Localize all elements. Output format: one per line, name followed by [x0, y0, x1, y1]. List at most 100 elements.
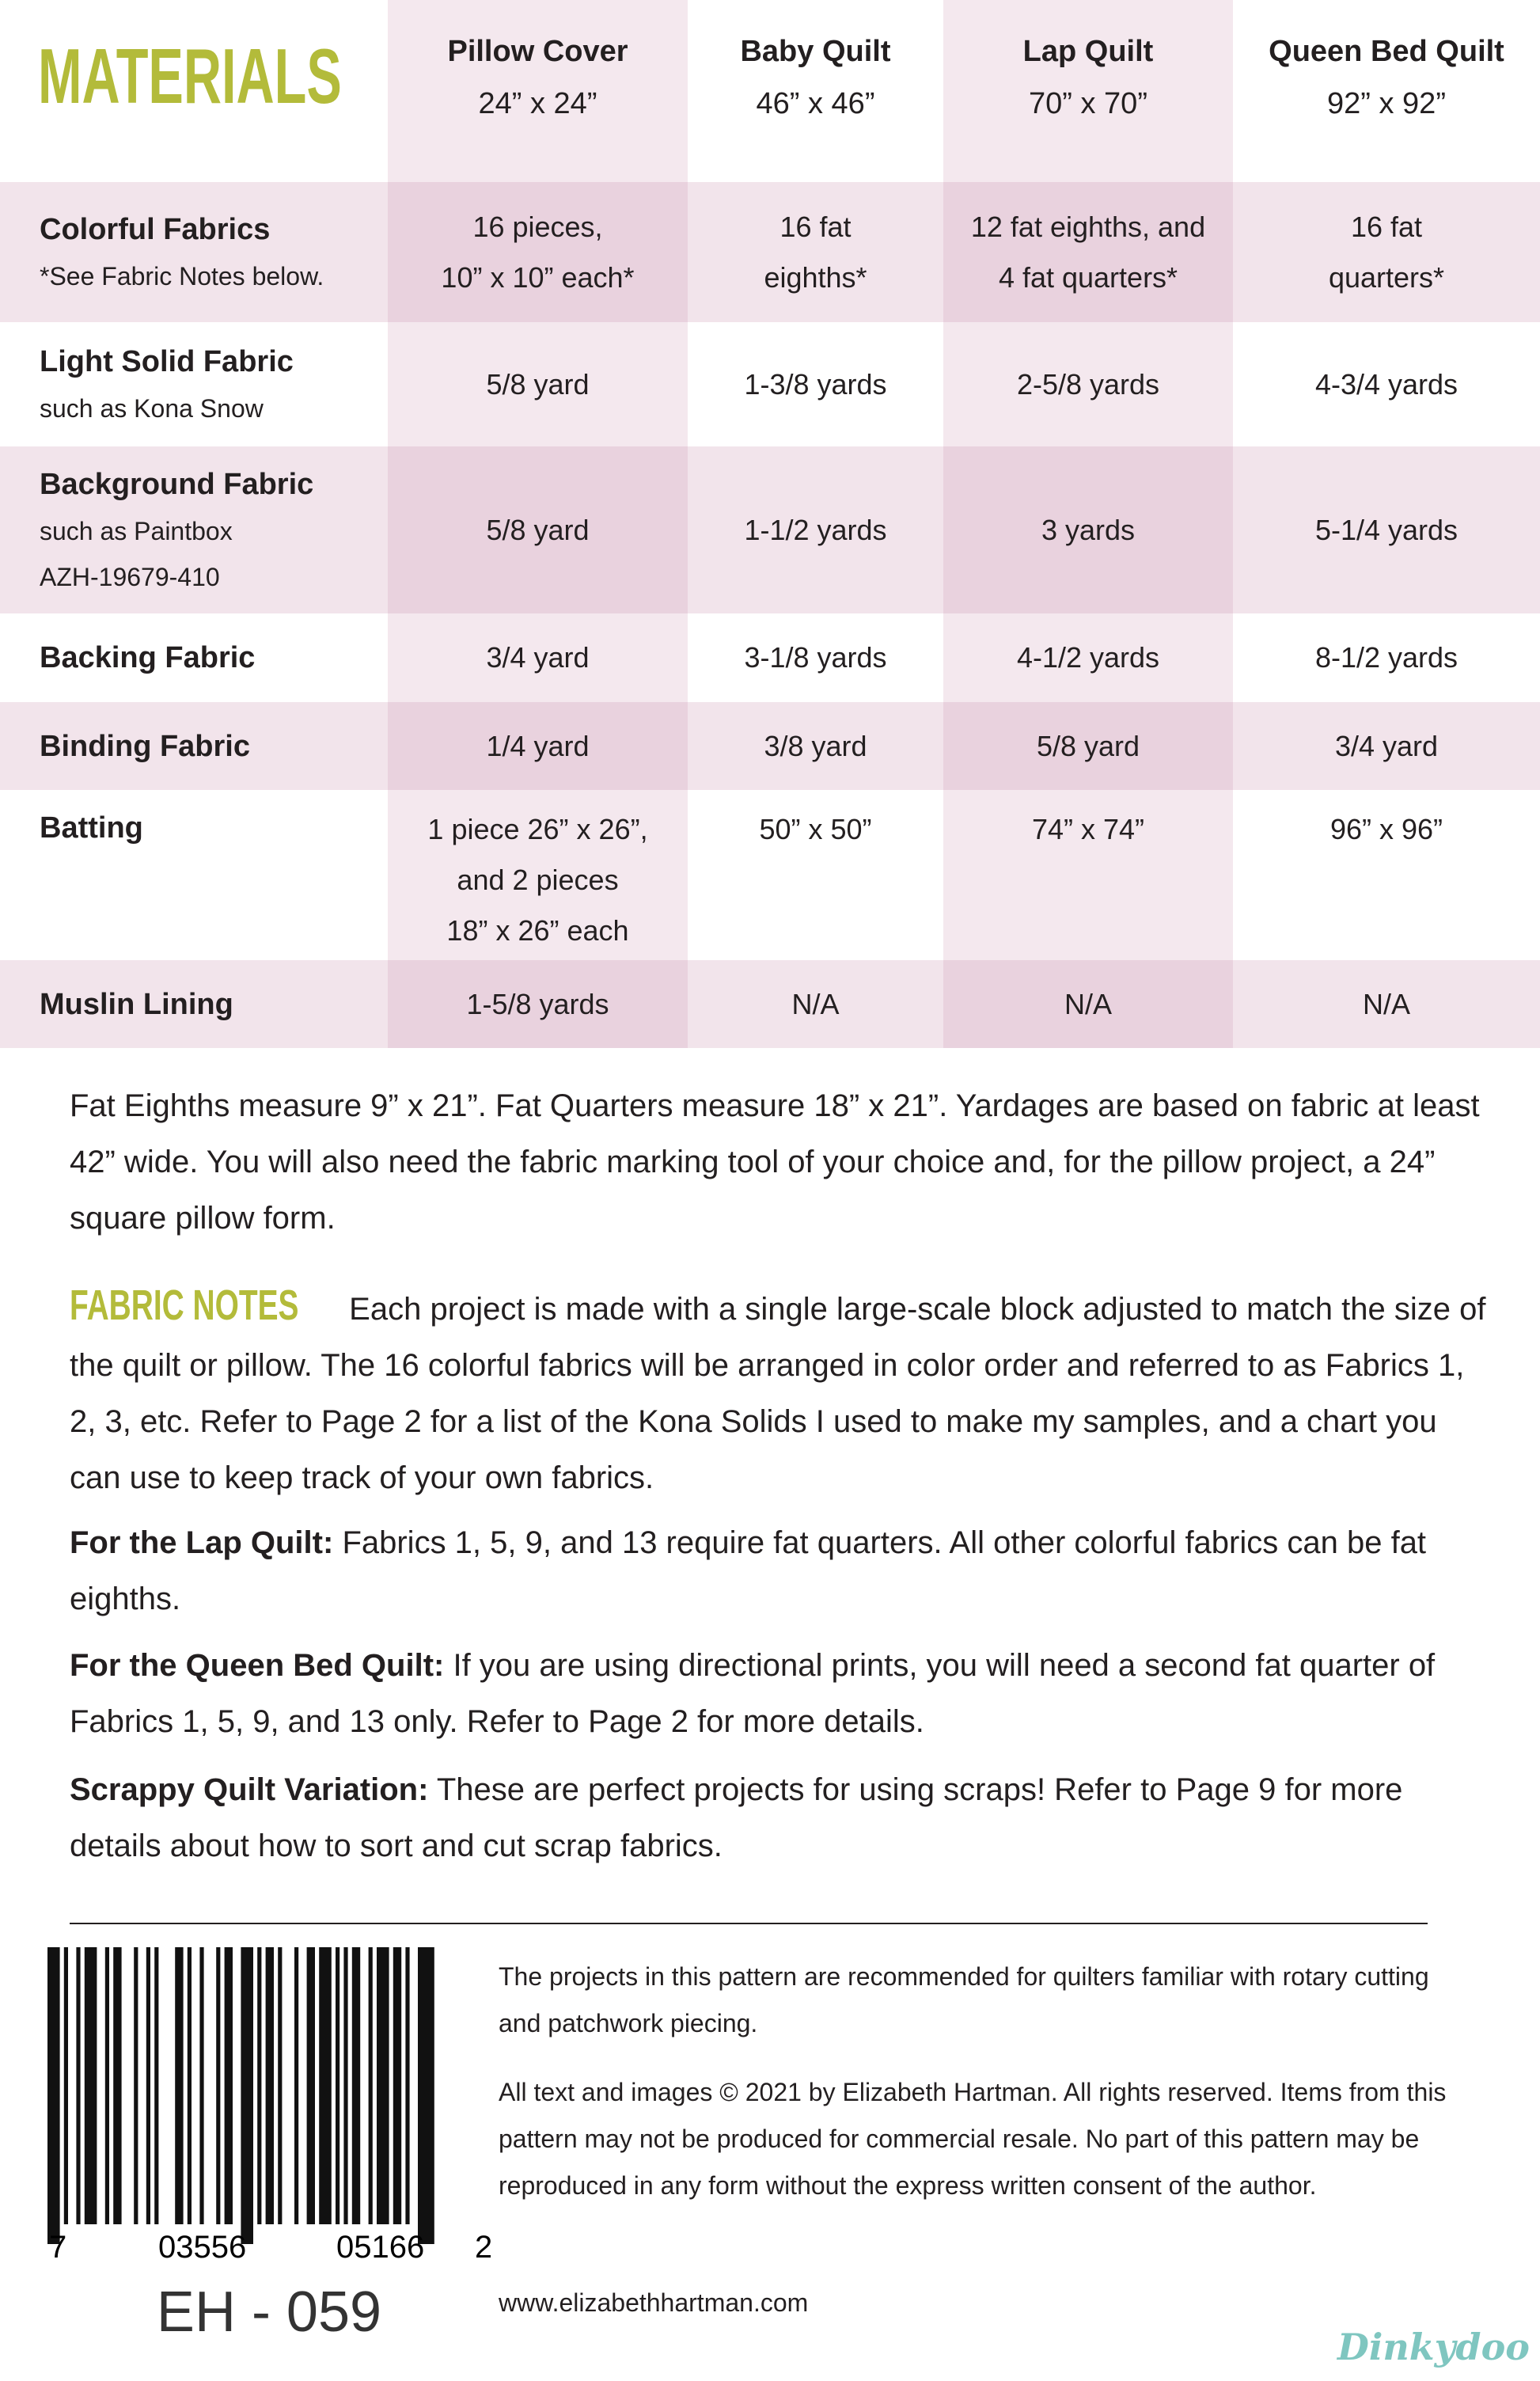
table-cell-bg — [388, 322, 688, 446]
barcode-bar — [199, 1947, 204, 2224]
note-lead: For the Queen Bed Quilt: — [70, 1648, 445, 1683]
barcode-bar — [113, 1947, 122, 2224]
barcode-bar — [377, 1947, 389, 2224]
cell-line: 5/8 yard — [1036, 729, 1140, 762]
table-cell-bg — [0, 960, 388, 1048]
table-cell-bg — [388, 0, 688, 182]
barcode-bar — [319, 1947, 332, 2224]
cell-line: 1-5/8 yards — [466, 987, 609, 1020]
table-cell: 74” x 74” — [943, 790, 1233, 960]
table-cell: 12 fat eighths, and 4 fat quarters* — [943, 182, 1233, 322]
column-name: Baby Quilt — [740, 35, 891, 68]
table-cell: 3/4 yard — [1233, 702, 1540, 790]
table-cell-bg — [0, 322, 388, 446]
cell-line: 5-1/4 yards — [1314, 513, 1458, 546]
row-title: Light Solid Fabric — [40, 344, 294, 378]
row-label: Colorful Fabrics *See Fabric Notes below. — [0, 182, 388, 322]
cell-line: 18” x 26” each — [446, 914, 629, 947]
table-cell: 5/8 yard — [943, 702, 1233, 790]
cell-line: 3/4 yard — [1334, 729, 1439, 762]
note-text: These are perfect projects for using scr… — [70, 1772, 1403, 1863]
barcode-bar — [187, 1947, 192, 2224]
barcode-bar — [306, 1947, 315, 2224]
row-sublabel: *See Fabric Notes below. — [40, 261, 324, 291]
cell-line: and 2 pieces — [457, 864, 619, 896]
table-cell: 1-1/2 yards — [688, 446, 943, 613]
table-cell-bg — [688, 446, 943, 613]
row-sublabel: AZH-19679-410 — [40, 562, 220, 591]
row-title: Batting — [40, 811, 143, 845]
cell-line: 3 yards — [1041, 513, 1136, 546]
table-cell: 3/8 yard — [688, 702, 943, 790]
column-header: Pillow Cover 24” x 24” — [388, 25, 688, 152]
table-cell-bg — [0, 446, 388, 613]
table-cell-bg — [688, 702, 943, 790]
table-cell-bg — [1233, 0, 1540, 182]
fabric-notes-text: Each project is made with a single large… — [70, 1292, 1486, 1495]
table-cell-bg — [388, 182, 688, 322]
row-sublabel: such as Paintbox — [40, 516, 233, 545]
cell-line: 16 pieces, — [472, 210, 603, 243]
table-cell-bg — [1233, 702, 1540, 790]
cell-line: 96” x 96” — [1329, 813, 1443, 845]
note-paragraph: For the Queen Bed Quilt: If you are usin… — [70, 1638, 1486, 1750]
cell-line: 4-3/4 yards — [1314, 367, 1458, 401]
barcode-bar — [154, 1947, 159, 2224]
barcode-bar — [336, 1947, 340, 2224]
row-sublabel: such as Kona Snow — [40, 393, 264, 423]
cell-line: 1-3/8 yards — [744, 367, 887, 401]
table-cell-bg — [0, 790, 388, 960]
row-title: Muslin Lining — [40, 987, 233, 1021]
table-cell-bg — [0, 613, 388, 702]
column-size: 92” x 92” — [1327, 87, 1446, 120]
table-cell-bg — [1233, 322, 1540, 446]
barcode-bar — [175, 1947, 184, 2224]
table-cell-bg — [1233, 960, 1540, 1048]
row-title: Colorful Fabrics — [40, 212, 271, 246]
cell-line: eighths* — [764, 260, 867, 294]
fabric-notes-heading: FABRIC NOTES — [70, 1282, 299, 1329]
table-cell-bg — [688, 0, 943, 182]
table-cell-bg — [688, 960, 943, 1048]
barcode-bar — [84, 1947, 97, 2224]
table-cell-bg — [688, 182, 943, 322]
table-cell: 5-1/4 yards — [1233, 446, 1540, 613]
cell-line: 3/4 yard — [486, 641, 590, 674]
footer-paragraph: All text and images © 2021 by Elizabeth … — [499, 2078, 1447, 2200]
table-cell-bg — [1233, 182, 1540, 322]
column-name: Pillow Cover — [447, 35, 628, 68]
table-cell: 3-1/8 yards — [688, 613, 943, 702]
row-label: Batting — [0, 790, 388, 960]
column-size: 70” x 70” — [1029, 87, 1147, 120]
note-text: Fabrics 1, 5, 9, and 13 require fat quar… — [70, 1525, 1427, 1616]
row-label: Muslin Lining — [0, 960, 388, 1048]
barcode-bar — [368, 1947, 373, 2224]
cell-line: 4 fat quarters* — [998, 260, 1178, 294]
pattern-code: EH - 059 — [156, 2280, 382, 2344]
barcode-bar — [418, 1947, 434, 2244]
column-name: Lap Quilt — [1022, 35, 1154, 68]
barcode-bar — [265, 1947, 274, 2224]
barcode-bar — [224, 1947, 233, 2224]
barcode-bar — [104, 1947, 109, 2224]
barcode-digits: 7 — [49, 2230, 66, 2265]
barcode-bar — [146, 1947, 150, 2224]
footer-paragraph: The projects in this pattern are recomme… — [499, 1962, 1429, 2037]
table-cell: N/A — [1233, 960, 1540, 1048]
barcode: 7 03556 05166 2 — [47, 1947, 491, 2265]
cell-line: 2-5/8 yards — [1016, 367, 1160, 401]
column-size: 24” x 24” — [478, 87, 597, 120]
cell-line: N/A — [791, 987, 840, 1020]
table-cell-bg — [0, 702, 388, 790]
table-cell-bg — [943, 322, 1233, 446]
row-title: Binding Fabric — [40, 729, 250, 763]
cell-line: N/A — [1362, 987, 1410, 1020]
table-cell: 16 fat eighths* — [688, 182, 943, 322]
note-lead: For the Lap Quilt: — [70, 1525, 334, 1560]
table-cell-bg — [688, 322, 943, 446]
cell-line: N/A — [1064, 987, 1112, 1020]
note-paragraph: For the Lap Quilt: Fabrics 1, 5, 9, and … — [70, 1515, 1486, 1627]
table-cell-bg — [1233, 446, 1540, 613]
barcode-digits: 05166 — [336, 2230, 424, 2265]
